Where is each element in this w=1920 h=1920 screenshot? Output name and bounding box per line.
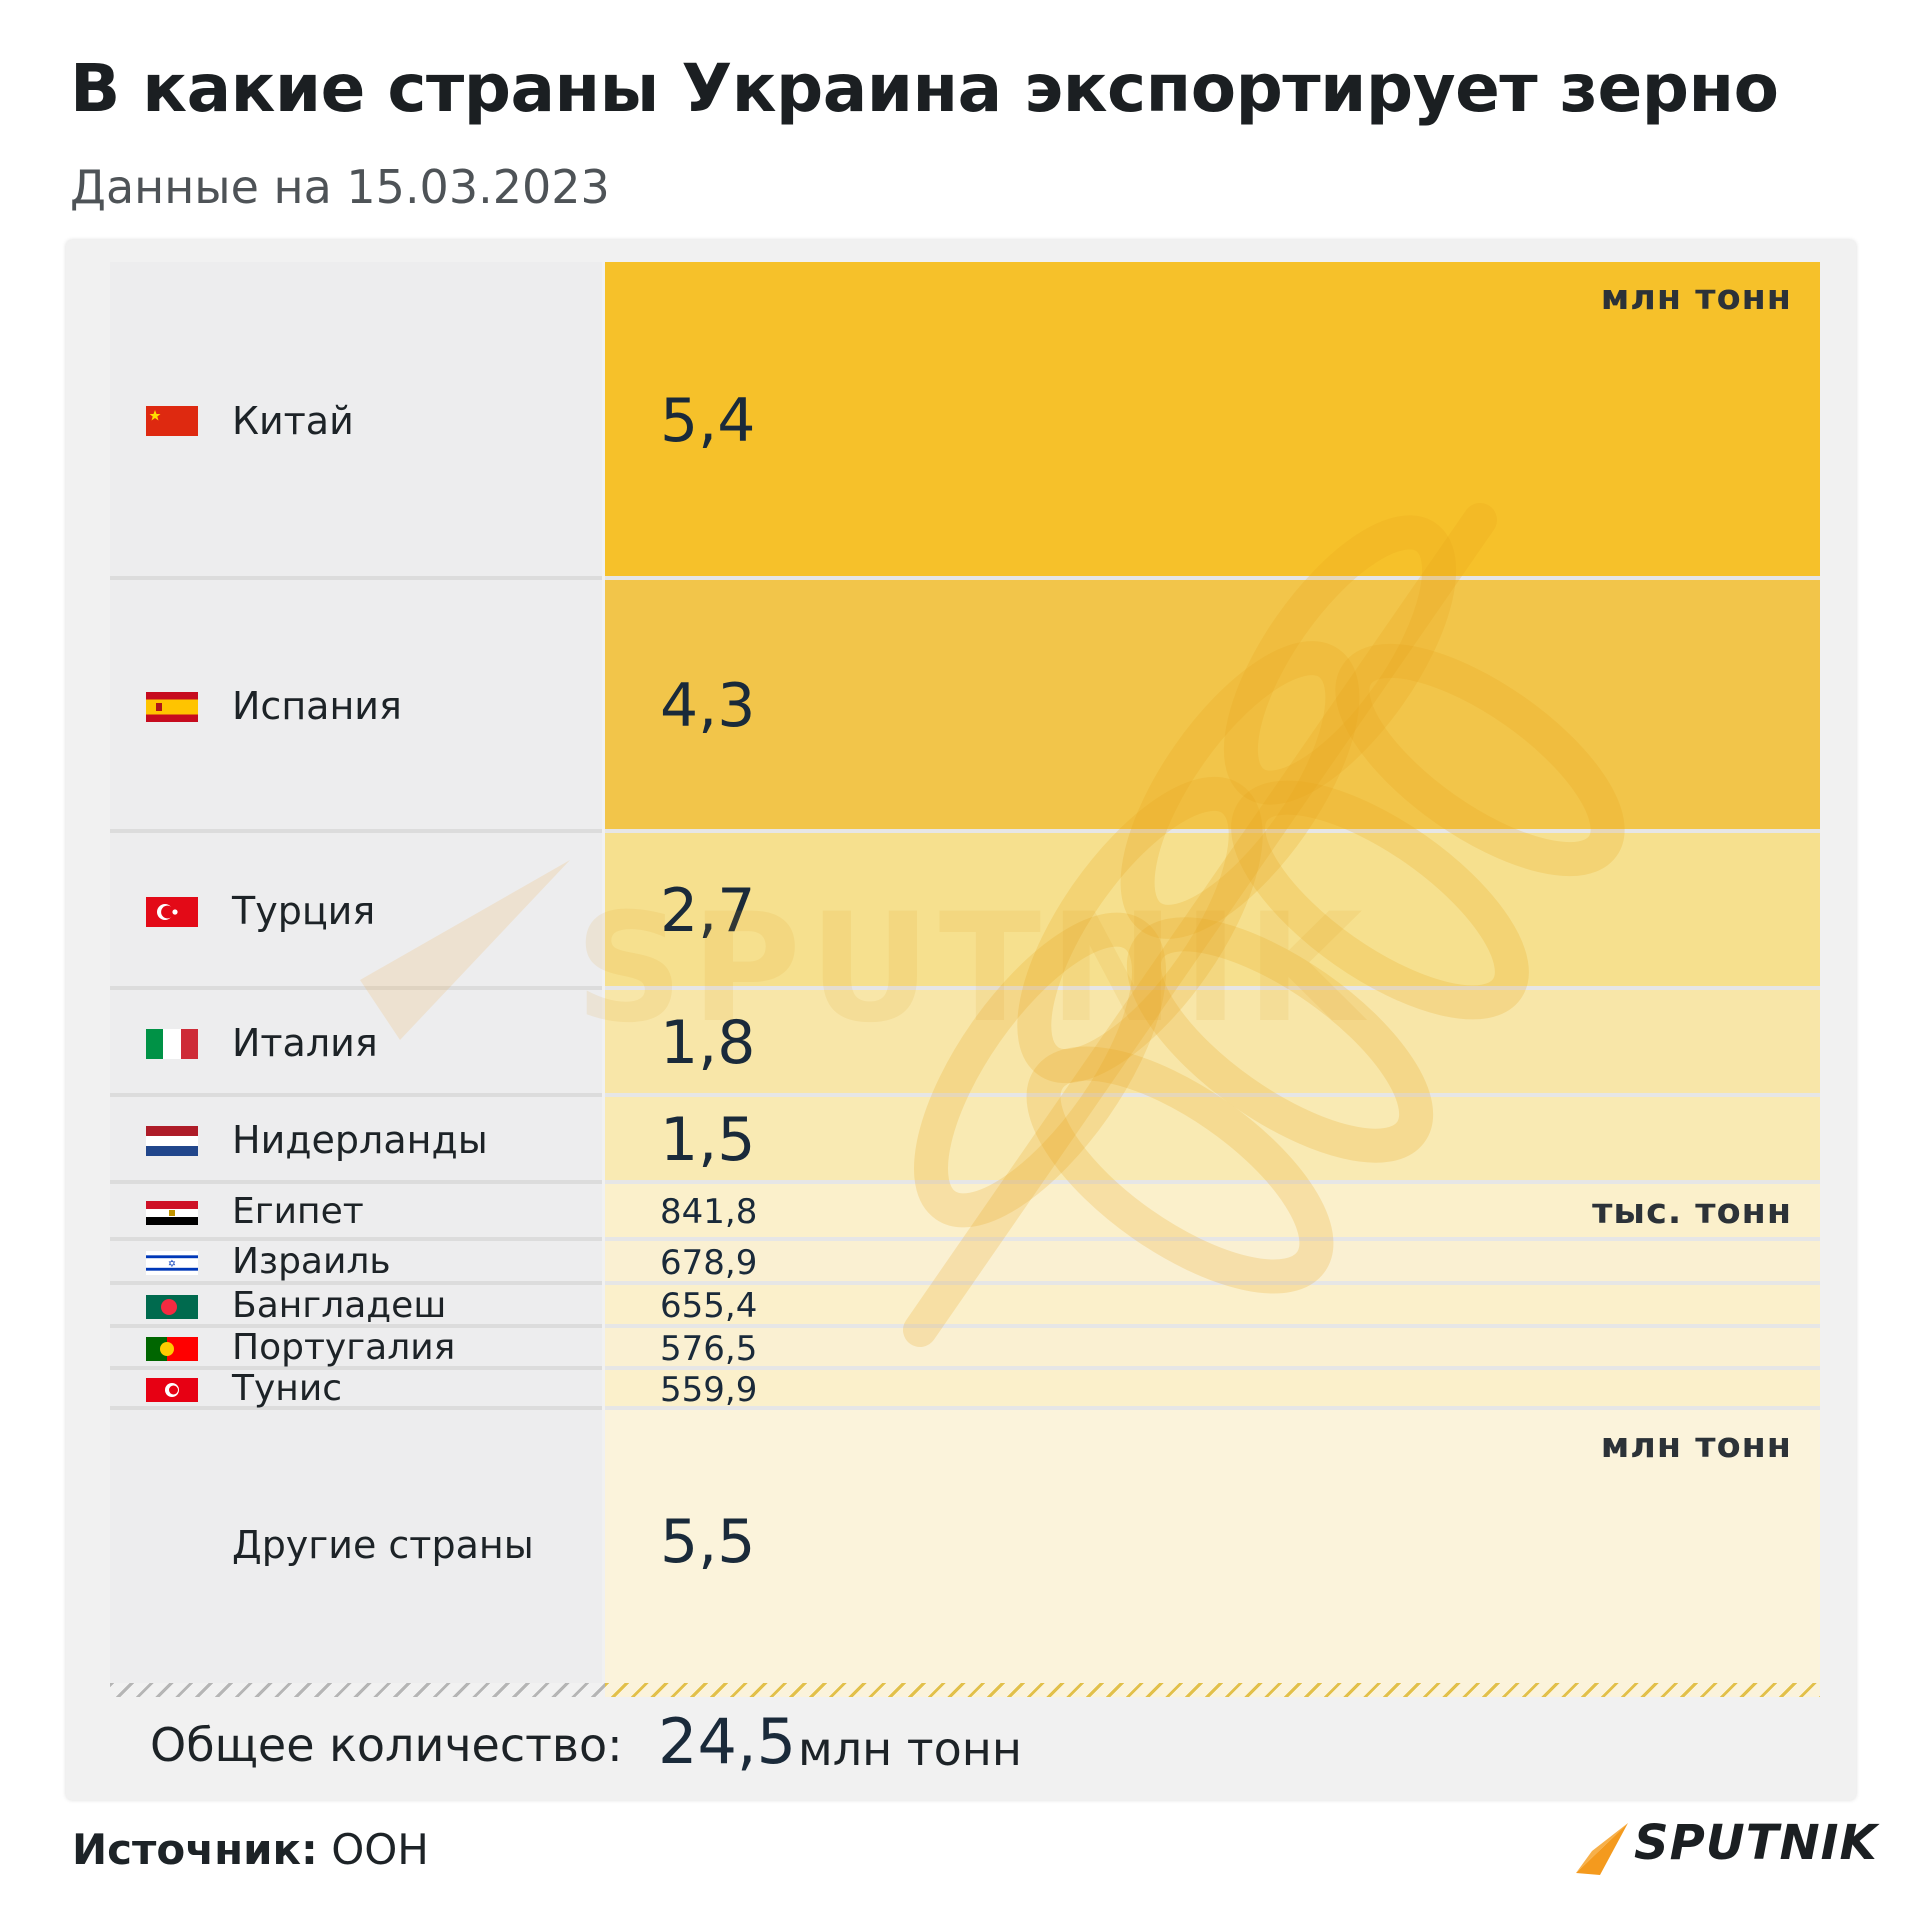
data-label: 678,9 [660,1243,758,1283]
hatch-divider-bar [605,1683,1820,1697]
svg-text:✡: ✡ [168,1259,176,1270]
country-label: Португалия [232,1327,456,1368]
data-label: 841,8 [660,1192,758,1232]
table-row: 678,9 ✡ Израиль [110,1241,1820,1285]
country-label: Тунис [232,1368,343,1409]
total-unit: млн тонн [798,1722,1022,1776]
country-label: Другие страны [232,1523,534,1567]
data-label: 1,8 [660,1008,756,1078]
source-value: ООН [331,1825,429,1874]
data-label: 1,5 [660,1105,756,1175]
tunisia-flag-icon [146,1378,198,1402]
bangladesh-flag-icon [146,1295,198,1319]
sputnik-arrow-icon [1576,1823,1628,1875]
source-label: Источник: [72,1825,318,1874]
unit-label: млн тонн [1600,278,1792,318]
total-label: Общее количество: [150,1718,623,1772]
data-label: 559,9 [660,1370,758,1410]
china-flag-icon [146,406,198,436]
turkey-flag-icon [146,897,198,927]
table-row: 5,5 млн тонн Другие страны [110,1410,1820,1683]
total-value: 24,5 [658,1705,797,1778]
value-bar: 2,7 [605,833,1820,990]
israel-flag-icon: ✡ [146,1251,198,1275]
table-row: 655,4 Бангладеш [110,1285,1820,1328]
value-bar: 841,8 тыс. тонн [605,1184,1820,1241]
row-label-cell [110,1410,602,1683]
unit-label: тыс. тонн [1592,1192,1792,1232]
table-row: 1,5 Нидерланды [110,1097,1820,1184]
table-row: 559,9 Тунис [110,1368,1820,1410]
chart-title: В какие страны Украина экспортирует зерн… [70,50,1779,127]
data-label: 4,3 [660,671,756,741]
value-bar: 655,4 [605,1285,1820,1328]
data-label: 655,4 [660,1286,758,1326]
country-label: Испания [232,684,402,728]
unit-label: млн тонн [1600,1426,1792,1466]
netherlands-flag-icon [146,1126,198,1156]
portugal-flag-icon [146,1337,198,1361]
data-label: 2,7 [660,876,756,946]
country-label: Египет [232,1191,364,1232]
value-bar: 5,5 млн тонн [605,1410,1820,1683]
country-label: Турция [232,889,376,933]
value-bar: 559,9 [605,1370,1820,1410]
row-label-cell [110,1097,602,1184]
spain-flag-icon [146,692,198,722]
source-line: Источник: ООН [72,1825,429,1874]
table-row: 2,7 Турция [110,833,1820,990]
country-label: Израиль [232,1241,391,1282]
value-bar: 576,5 [605,1328,1820,1370]
country-label: Италия [232,1021,378,1065]
country-label: Бангладеш [232,1285,447,1326]
chart-subtitle: Данные на 15.03.2023 [70,160,610,214]
table-row: 576,5 Португалия [110,1327,1820,1370]
value-bar: 678,9 [605,1241,1820,1285]
value-bar: 1,5 [605,1097,1820,1184]
value-bar: 5,4 млн тонн [605,262,1820,580]
egypt-flag-icon [146,1201,198,1225]
country-label: Китай [232,399,354,443]
value-bar: 1,8 [605,990,1820,1097]
value-bar: 4,3 [605,580,1820,833]
data-label: 5,4 [660,386,756,456]
logo-text: SPUTNIK [1634,1815,1878,1871]
table-row: 4,3 Испания [110,580,1820,833]
table-row: 841,8 тыс. тонн Египет [110,1184,1820,1241]
country-label: Нидерланды [232,1118,488,1162]
table-row: 5,4 млн тонн Китай [110,262,1820,580]
table-row: 1,8 Италия [110,990,1820,1097]
data-label: 5,5 [660,1507,756,1577]
italy-flag-icon [146,1029,198,1059]
data-label: 576,5 [660,1329,758,1369]
sputnik-logo: SPUTNIK [1572,1815,1877,1875]
